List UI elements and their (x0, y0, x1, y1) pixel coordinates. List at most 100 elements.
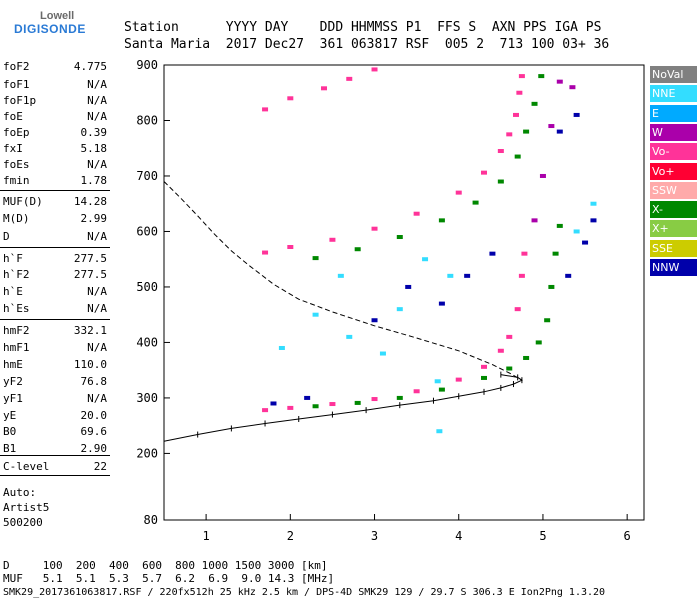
param-row: foE N/A (3, 110, 107, 124)
data-point (518, 273, 525, 278)
param-label: hmF1 (3, 341, 30, 354)
data-point (304, 395, 311, 400)
param-label: fxI (3, 142, 23, 155)
param-row: fxI 5.18 (3, 142, 107, 156)
param-value: 277.5 (73, 268, 107, 281)
param-row: foF2 4.775 (3, 60, 107, 74)
y-tick-label: 400 (136, 335, 158, 349)
separator (0, 319, 110, 320)
data-point (481, 170, 487, 175)
data-point (535, 340, 542, 345)
param-value: N/A (87, 302, 107, 315)
param-label: MUF(D) (3, 195, 43, 208)
plot-frame (163, 64, 645, 521)
legend-item: Vo- (650, 143, 697, 161)
x-tick-label: 2 (287, 529, 294, 543)
data-point (371, 397, 378, 402)
separator (0, 455, 110, 456)
param-label: hmF2 (3, 324, 30, 337)
x-tick-label: 4 (455, 529, 462, 543)
legend-item: NNW (650, 259, 697, 276)
muf-row: MUF 5.1 5.1 5.3 5.7 6.2 6.9 9.0 14.3 [MH… (3, 572, 335, 585)
y-tick-label: 600 (136, 224, 158, 238)
data-point (556, 79, 563, 84)
data-point (312, 256, 319, 261)
param-value: 5.18 (80, 142, 108, 155)
data-point (481, 364, 487, 369)
param-value: 4.775 (73, 60, 107, 73)
data-point (552, 251, 559, 256)
data-point (413, 389, 420, 394)
separator (0, 190, 110, 191)
data-point (312, 404, 319, 409)
data-point (539, 173, 546, 178)
param-label: foEp (3, 126, 30, 139)
param-value: 277.5 (73, 252, 107, 265)
data-point (556, 129, 563, 134)
param-value: 69.6 (80, 425, 108, 438)
scaler-version: 500200 (3, 516, 43, 529)
y-tick-label: 800 (136, 113, 158, 127)
data-point (447, 273, 454, 278)
data-point (262, 250, 269, 255)
separator (0, 247, 110, 248)
data-point (531, 101, 538, 106)
data-point (506, 366, 513, 371)
param-value: N/A (87, 94, 107, 107)
data-point (287, 245, 294, 249)
data-point (438, 301, 445, 306)
param-label: h`E (3, 285, 23, 298)
param-value: N/A (87, 341, 107, 354)
param-value: 20.0 (80, 409, 108, 422)
param-value: 22 (93, 460, 107, 473)
param-label: yE (3, 409, 17, 422)
param-label: B1 (3, 442, 17, 455)
data-point (337, 273, 344, 278)
param-label: yF2 (3, 375, 23, 388)
y-tick-label: 200 (136, 446, 158, 460)
data-point (514, 307, 521, 312)
data-point (556, 223, 563, 228)
data-point (396, 235, 403, 240)
data-point (531, 218, 538, 223)
data-point (464, 273, 471, 278)
legend-item: SSW (650, 181, 697, 199)
param-row: yF2 76.8 (3, 375, 107, 389)
param-row: foEp 0.39 (3, 126, 107, 140)
data-point (438, 387, 445, 392)
data-point (573, 112, 580, 117)
data-point (371, 318, 378, 323)
data-point (489, 251, 496, 256)
param-value: 0.39 (80, 126, 108, 139)
data-point (548, 284, 555, 289)
data-point (438, 218, 445, 223)
param-value: 14.28 (73, 195, 107, 208)
data-point (434, 379, 441, 384)
data-point (287, 96, 294, 101)
param-value: 2.90 (80, 442, 108, 455)
param-value: N/A (87, 285, 107, 298)
data-point (321, 86, 327, 91)
param-row: hmE 110.0 (3, 358, 107, 372)
distance-row: D 100 200 400 600 800 1000 1500 3000 [km… (3, 559, 328, 572)
data-point (262, 408, 269, 413)
param-value: 1.78 (80, 174, 108, 187)
data-point (544, 318, 551, 323)
legend-item: SSE (650, 239, 697, 257)
data-point (371, 226, 378, 231)
param-label: foF1 (3, 78, 30, 91)
muf-curve (163, 181, 523, 381)
x-tick-label: 5 (539, 529, 546, 543)
logo-digisonde: DIGISONDE (14, 22, 86, 36)
param-row: foF1p N/A (3, 94, 107, 108)
param-row: yE 20.0 (3, 409, 107, 423)
data-point (270, 401, 277, 406)
data-point (590, 201, 597, 206)
param-label: h`Es (3, 302, 30, 315)
param-row: h`F2 277.5 (3, 268, 107, 282)
param-label: foE (3, 110, 23, 123)
param-value: 332.1 (73, 324, 107, 337)
param-label: C-level (3, 460, 50, 473)
legend-item: W (650, 123, 697, 141)
